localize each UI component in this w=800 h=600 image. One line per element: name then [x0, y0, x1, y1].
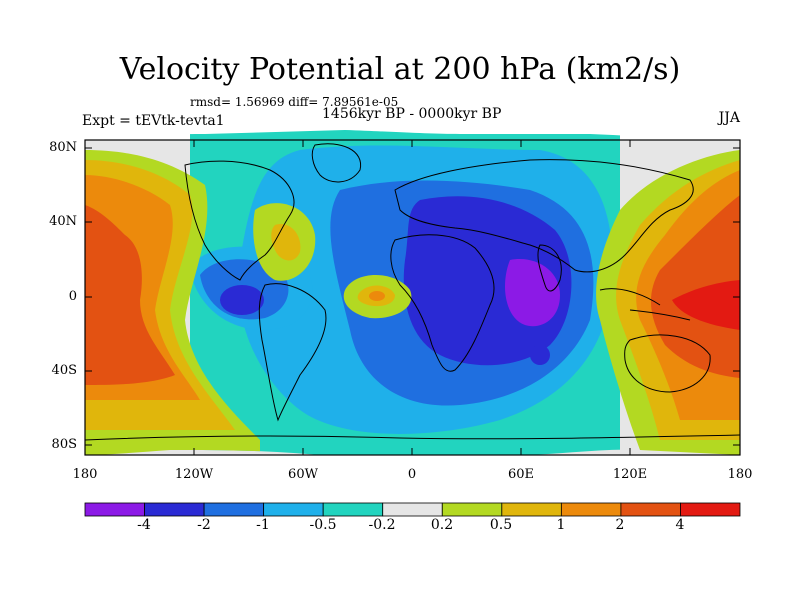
- coastlines: [85, 143, 740, 441]
- colorbar-label: 4: [675, 517, 685, 533]
- lon-label-120w: 120W: [174, 467, 214, 482]
- colorbar-box: [322, 502, 384, 517]
- colorbar-box: [560, 502, 622, 517]
- colorbar-label: 2: [615, 517, 625, 533]
- lon-label-0: 0: [407, 467, 417, 482]
- colorbar-box: [263, 502, 324, 517]
- colorbar-label: 0.5: [489, 517, 513, 533]
- lon-label-60w: 60W: [288, 467, 318, 482]
- colorbar-box: [501, 502, 562, 517]
- stats-text: rmsd= 1.56969 diff= 7.89561e-05: [190, 95, 399, 109]
- period-label: 1456kyr BP - 0000kyr BP: [322, 106, 502, 122]
- colorbar-label: -1: [256, 517, 270, 533]
- colorbar-box: [620, 502, 681, 517]
- experiment-label: Expt = tEVtk-tevta1: [82, 113, 225, 129]
- season-label: JJA: [718, 110, 740, 126]
- colorbar-label: 0.2: [430, 517, 454, 533]
- lon-label-120e: 120E: [612, 467, 648, 482]
- colorbar-label: -0.5: [309, 517, 337, 533]
- colorbar-box: [144, 502, 205, 517]
- lon-label-60e: 60E: [507, 467, 535, 482]
- lon-label-180w: 180: [72, 467, 98, 482]
- contour-fill: [85, 130, 740, 458]
- lat-label-40s: 40S: [51, 363, 77, 378]
- lat-label-80s: 80S: [51, 437, 77, 452]
- colorbar-label: -0.2: [368, 517, 396, 533]
- colorbar-box: [84, 502, 145, 517]
- lat-label-80n: 80N: [49, 140, 77, 155]
- colorbar-label: 1: [556, 517, 566, 533]
- colorbar: [84, 502, 741, 517]
- lat-label-40n: 40N: [49, 214, 77, 229]
- colorbar-label: -2: [197, 517, 211, 533]
- colorbar-box: [680, 502, 741, 517]
- lon-label-180e: 180: [727, 467, 753, 482]
- colorbar-box: [441, 502, 503, 517]
- colorbar-box: [203, 502, 265, 517]
- colorbar-label: -4: [137, 517, 151, 533]
- map-title: Velocity Potential at 200 hPa (km2/s): [119, 52, 681, 87]
- map-frame: [84, 139, 741, 456]
- colorbar-box: [382, 502, 443, 517]
- lat-label-0: 0: [68, 289, 77, 304]
